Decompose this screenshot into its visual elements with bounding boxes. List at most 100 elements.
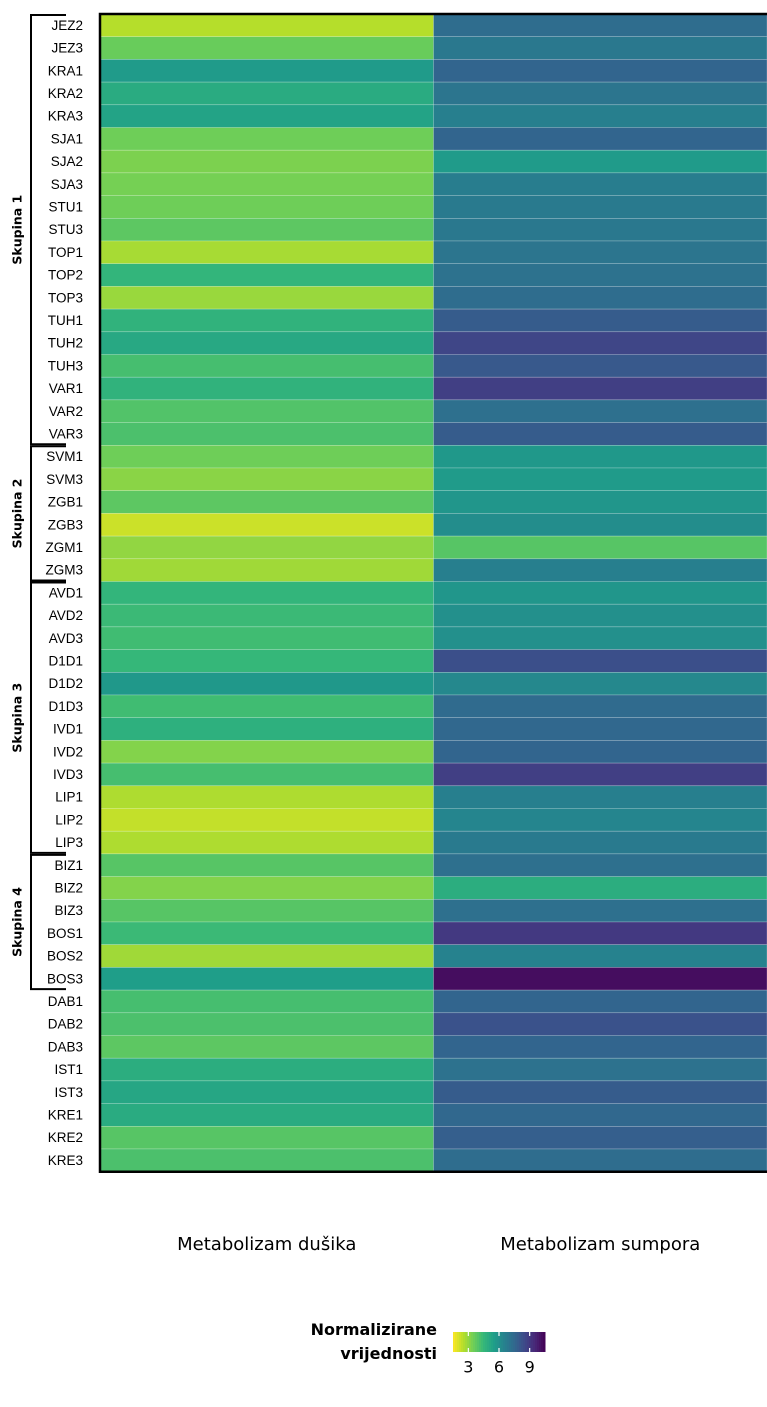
row-label: JEZ3 [51,41,83,56]
row-label: KRA1 [48,63,83,78]
heatmap-cell [99,1035,434,1059]
colorbar-segment [533,1332,536,1352]
group-label: Skupina 2 [10,478,25,548]
group-bracket [30,14,66,446]
row-label: JEZ2 [51,18,83,33]
heatmap-cell [99,944,434,968]
colorbar-segment [521,1332,524,1352]
row-label: TUH3 [48,358,83,373]
colorbar-segment [509,1332,512,1352]
heatmap-cell [433,921,767,946]
heatmap-cell [433,81,767,106]
heatmap-cell [433,808,767,832]
colorbar-segment [511,1332,514,1352]
heatmap-cell [433,740,767,764]
colorbar-segment [487,1332,490,1352]
heatmap-cell [433,1057,767,1082]
heatmap-cell [433,490,767,514]
heatmap-cell [99,286,434,310]
colorbar-segment [503,1332,506,1352]
colorbar-segment [519,1332,522,1352]
heatmap-cell [433,785,767,809]
colorbar-segment [483,1332,486,1352]
heatmap-cell [99,898,434,923]
row-label: TOP3 [48,290,83,305]
row-label: TUH1 [48,313,83,328]
row-label: IVD3 [53,767,83,782]
heatmap-cell [99,81,434,106]
colorbar-segment [471,1332,474,1352]
heatmap-cell [433,263,767,287]
row-label: BIZ2 [54,881,83,896]
heatmap-cell [433,762,767,787]
heatmap-cell [99,490,434,514]
row-label: LIP2 [55,812,83,827]
row-label: BOS1 [47,926,83,941]
group-bracket [30,581,66,854]
heatmap-cell [99,422,434,446]
heatmap-cell [99,59,434,83]
heatmap-cell [99,1057,434,1082]
row-label: D1D3 [48,699,83,714]
row-label: LIP3 [55,835,83,850]
heatmap-cell [99,104,434,128]
row-label: AVD1 [49,585,83,600]
heatmap-cell [99,830,434,855]
heatmap-cell [99,263,434,287]
heatmap-cell [433,513,767,537]
heatmap-cell [99,762,434,787]
row-label: ZGM1 [45,540,83,555]
row-label: AVD3 [49,631,83,646]
row-label: IST3 [54,1085,83,1100]
row-label: KRE3 [48,1153,83,1168]
row-label: KRE2 [48,1130,83,1145]
heatmap-cell [99,13,434,38]
heatmap-cell [99,535,434,560]
colorbar-segment [479,1332,482,1352]
heatmap-cell [99,308,434,333]
heatmap-cell [433,286,767,310]
heatmap-cell [433,876,767,900]
colorbar-segment [457,1332,460,1352]
heatmap-cell [433,36,767,60]
row-label: BIZ1 [54,858,83,873]
row-label: KRA3 [48,109,83,124]
heatmap-cell [99,1126,434,1150]
colorbar-segment [481,1332,484,1352]
row-label: ZGB3 [48,517,83,532]
row-label: SVM3 [46,472,83,487]
colorbar-segment [467,1332,470,1352]
heatmap-cell [433,1148,767,1173]
heatmap-cell [99,740,434,764]
row-label: LIP1 [55,790,83,805]
heatmap-cell [433,694,767,719]
heatmap-cell [433,671,767,696]
group-label: Skupina 3 [10,683,25,753]
row-label: ZGB1 [48,495,83,510]
row-label: DAB2 [48,1017,83,1032]
row-label: SVM1 [46,449,83,464]
heatmap-cell [99,331,434,355]
group-label: Skupina 1 [10,195,25,265]
heatmap-cell [99,513,434,537]
heatmap-cell [433,626,767,650]
row-label: VAR2 [49,404,83,419]
heatmap-cell [99,172,434,196]
heatmap-cell [433,967,767,991]
heatmap-cell [99,853,434,877]
row-label: STU1 [48,200,83,215]
heatmap-cell [433,1103,767,1127]
heatmap-cell [99,195,434,219]
colorbar-segment [491,1332,494,1352]
heatmap-cell [99,989,434,1014]
group-label: Skupina 4 [10,887,25,957]
heatmap-cell [433,399,767,423]
row-label: BOS2 [47,949,83,964]
heatmap-cell [433,149,767,174]
heatmap-cell [433,1035,767,1059]
row-label: IVD2 [53,744,83,759]
heatmap-cell [433,581,767,605]
heatmap-cell [433,376,767,401]
group-bracket [30,445,66,582]
heatmap-cell [99,967,434,991]
